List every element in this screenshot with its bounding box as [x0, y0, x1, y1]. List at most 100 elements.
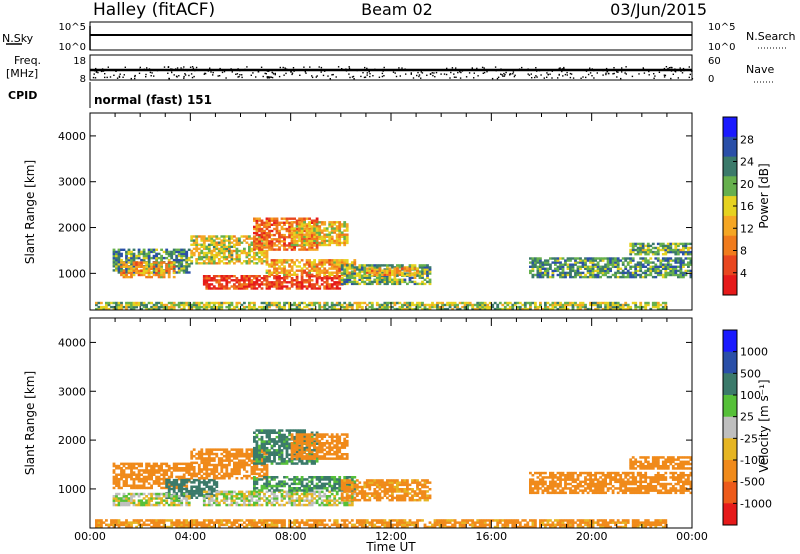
- range-gate-cell: [268, 223, 271, 226]
- range-gate-cell: [187, 248, 191, 251]
- range-gate-cell: [140, 301, 143, 305]
- nave-point: [486, 71, 488, 73]
- range-gate-cell: [132, 467, 136, 470]
- range-gate-cell: [177, 485, 181, 488]
- range-gate-cell: [328, 277, 332, 280]
- range-gate-cell: [273, 457, 276, 461]
- range-gate-cell: [619, 307, 623, 311]
- range-gate-cell: [561, 303, 565, 307]
- range-gate-cell: [263, 450, 266, 454]
- range-gate-cell: [641, 242, 645, 246]
- nave-point: [363, 76, 366, 79]
- nave-point: [218, 75, 221, 77]
- range-gate-cell: [283, 273, 286, 276]
- range-gate-cell: [220, 499, 224, 502]
- nave-point: [237, 68, 239, 70]
- range-gate-cell: [258, 468, 261, 471]
- range-gate-cell: [551, 275, 555, 279]
- nave-point: [620, 77, 622, 80]
- range-gate-cell: [403, 267, 407, 270]
- range-gate-cell: [205, 495, 209, 498]
- range-gate-cell: [228, 463, 231, 467]
- range-gate-cell: [345, 261, 349, 264]
- range-gate-cell: [559, 265, 562, 268]
- range-gate-cell: [581, 259, 585, 262]
- range-gate-cell: [639, 265, 643, 268]
- range-gate-cell: [202, 307, 206, 311]
- range-gate-cell: [318, 307, 322, 311]
- range-gate-cell: [396, 267, 399, 270]
- range-gate-cell: [192, 455, 196, 458]
- range-gate-cell: [165, 496, 169, 499]
- nave-point: [293, 70, 295, 72]
- range-gate-cell: [233, 243, 236, 246]
- range-gate-cell: [586, 257, 590, 260]
- range-gate-cell: [644, 261, 648, 264]
- range-gate-cell: [210, 253, 214, 257]
- range-gate-cell: [207, 247, 211, 251]
- range-gate-cell: [318, 241, 322, 245]
- range-gate-cell: [343, 261, 347, 264]
- range-gate-cell: [591, 269, 595, 273]
- range-gate-cell: [145, 462, 148, 466]
- range-gate-cell: [263, 446, 266, 450]
- range-gate-cell: [340, 305, 344, 309]
- range-gate-cell: [147, 486, 151, 490]
- range-gate-cell: [200, 457, 204, 460]
- range-gate-cell: [310, 285, 314, 288]
- range-gate-cell: [130, 307, 133, 311]
- range-gate-cell: [220, 243, 224, 246]
- nave-point: [500, 73, 502, 75]
- range-gate-cell: [222, 275, 226, 278]
- range-gate-cell: [631, 301, 635, 305]
- range-gate-cell: [586, 307, 590, 311]
- range-gate-cell: [258, 455, 261, 459]
- range-gate-cell: [162, 307, 166, 311]
- range-gate-cell: [370, 280, 374, 284]
- range-gate-cell: [599, 275, 602, 279]
- range-gate-cell: [258, 233, 261, 237]
- range-gate-cell: [318, 259, 322, 262]
- range-gate-cell: [298, 231, 301, 234]
- range-gate-cell: [323, 271, 327, 274]
- nave-point: [558, 74, 560, 76]
- range-gate-cell: [205, 481, 209, 484]
- range-gate-cell: [288, 265, 291, 268]
- range-gate-cell: [360, 301, 364, 305]
- range-gate-cell: [564, 305, 567, 309]
- range-gate-cell: [145, 475, 148, 479]
- range-gate-cell: [230, 474, 234, 478]
- range-gate-cell: [145, 307, 148, 311]
- range-gate-cell: [431, 301, 434, 305]
- range-gate-cell: [401, 271, 404, 274]
- range-gate-cell: [345, 282, 349, 286]
- range-gate-cell: [225, 503, 229, 507]
- range-gate-cell: [350, 264, 354, 267]
- range-gate-cell: [187, 265, 191, 268]
- range-gate-cell: [235, 239, 239, 242]
- range-gate-cell: [619, 267, 623, 270]
- range-gate-cell: [165, 501, 169, 505]
- range-gate-cell: [360, 276, 364, 279]
- range-gate-cell: [503, 301, 507, 305]
- range-gate-cell: [621, 269, 625, 273]
- nave-point: [139, 68, 141, 70]
- range-gate-cell: [639, 250, 643, 254]
- range-gate-cell: [195, 301, 199, 305]
- range-gate-cell: [458, 307, 462, 311]
- range-gate-cell: [182, 258, 186, 262]
- range-gate-cell: [192, 489, 196, 493]
- range-gate-cell: [240, 477, 244, 480]
- range-gate-cell: [375, 301, 379, 305]
- range-gate-cell: [473, 303, 477, 307]
- range-gate-cell: [531, 259, 535, 262]
- range-gate-cell: [656, 303, 660, 307]
- range-gate-cell: [270, 233, 274, 237]
- range-gate-cell: [418, 272, 422, 275]
- range-gate-cell: [325, 287, 329, 290]
- range-gate-cell: [197, 466, 201, 469]
- range-gate-cell: [167, 485, 171, 488]
- range-gate-cell: [591, 263, 595, 266]
- range-gate-cell: [212, 481, 216, 484]
